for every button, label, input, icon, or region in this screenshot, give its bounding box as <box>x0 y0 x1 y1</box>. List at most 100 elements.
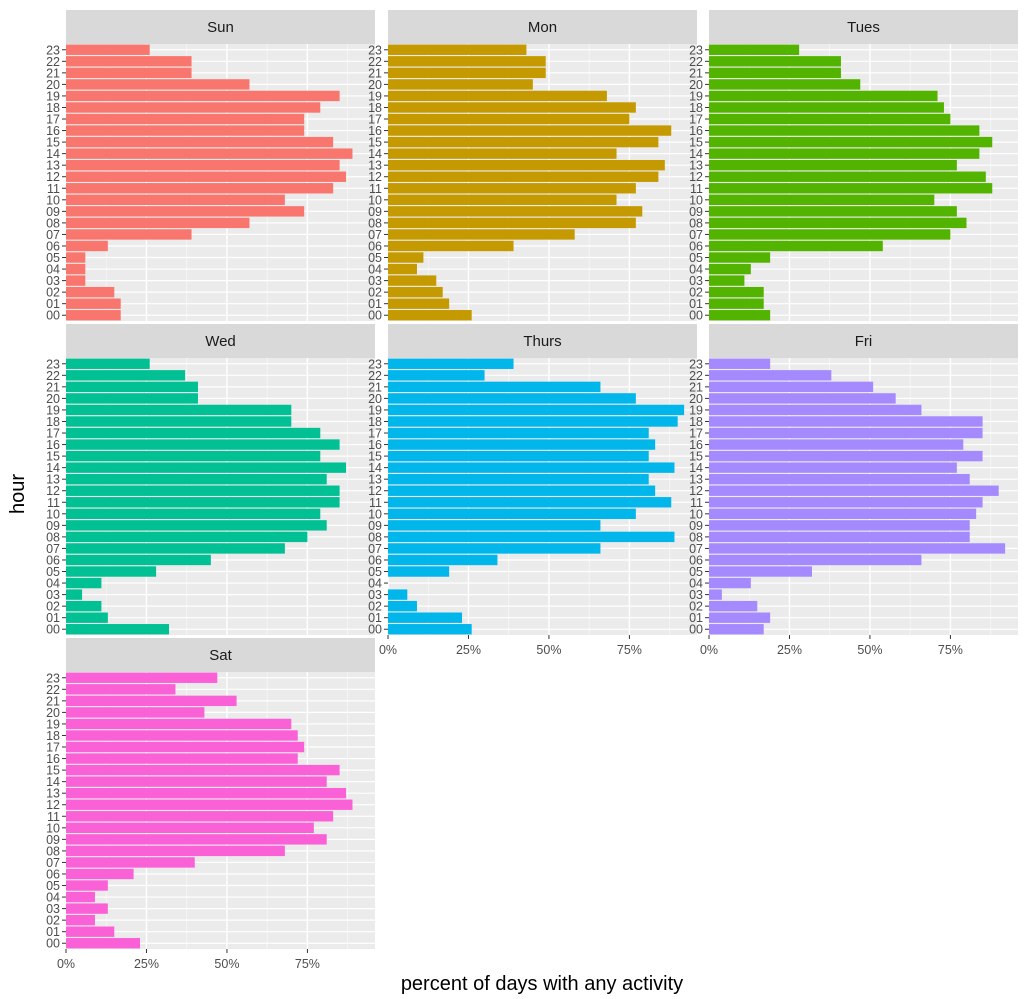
bar <box>66 764 340 776</box>
bar <box>66 450 321 462</box>
bar <box>388 206 643 217</box>
y-tick-label: 16 <box>689 438 703 452</box>
y-tick-label: 12 <box>368 484 382 498</box>
y-tick-label: 18 <box>689 101 703 115</box>
bar <box>709 79 861 90</box>
bar <box>388 554 498 566</box>
facet-wed: Wed0001020304050607080910111213141516171… <box>46 324 375 637</box>
y-tick-label: 22 <box>46 55 60 69</box>
bar <box>66 159 340 171</box>
bar <box>388 462 675 473</box>
bar <box>709 358 771 369</box>
bar <box>388 171 659 182</box>
y-tick-label: 10 <box>689 193 703 207</box>
y-tick-label: 13 <box>46 473 60 487</box>
bar <box>709 450 983 462</box>
y-tick-label: 19 <box>689 403 703 417</box>
facet-strip-label: Thurs <box>523 333 561 350</box>
bar <box>388 358 514 369</box>
bar <box>66 914 95 926</box>
bar <box>388 589 408 600</box>
bar <box>388 79 533 90</box>
y-tick-label: 12 <box>689 484 703 498</box>
y-tick-label: 00 <box>46 937 60 951</box>
bar <box>709 566 812 577</box>
bar <box>66 718 292 730</box>
bar <box>66 358 150 369</box>
y-tick-label: 14 <box>368 147 382 161</box>
y-tick-label: 08 <box>46 844 60 858</box>
y-tick-label: 10 <box>689 507 703 521</box>
bar <box>66 286 115 298</box>
bar <box>66 462 347 473</box>
bar <box>66 822 314 834</box>
bar <box>388 531 675 543</box>
y-tick-label: 03 <box>689 274 703 288</box>
y-tick-label: 18 <box>368 415 382 429</box>
facet-strip-label: Mon <box>528 19 557 36</box>
y-tick-label: 03 <box>46 902 60 916</box>
y-tick-label: 19 <box>368 403 382 417</box>
bar <box>66 857 195 868</box>
y-tick-label: 01 <box>689 297 703 311</box>
bar <box>66 624 169 635</box>
y-tick-label: 16 <box>46 124 60 138</box>
bar <box>66 891 95 903</box>
bar <box>388 113 630 125</box>
bar <box>388 275 437 286</box>
bar <box>388 194 617 206</box>
bar <box>66 926 115 937</box>
y-tick-label: 13 <box>368 473 382 487</box>
y-tick-label: 17 <box>46 113 60 127</box>
facet-thurs: Thurs00010203040506070809101112131415161… <box>368 324 697 657</box>
y-tick-label: 11 <box>47 182 60 196</box>
bar <box>66 845 285 857</box>
y-tick-label: 14 <box>368 461 382 475</box>
y-tick-label: 05 <box>46 251 60 265</box>
bar <box>66 183 334 194</box>
y-tick-label: 02 <box>46 600 60 614</box>
y-tick-label: 11 <box>47 496 60 510</box>
y-tick-label: 21 <box>46 66 60 80</box>
bar <box>66 370 186 381</box>
y-tick-label: 17 <box>689 113 703 127</box>
y-tick-label: 13 <box>689 473 703 487</box>
bar <box>66 102 321 113</box>
y-tick-label: 13 <box>368 159 382 173</box>
y-tick-label: 22 <box>689 369 703 383</box>
facet-strip <box>388 324 697 358</box>
y-tick-label: 14 <box>46 461 60 475</box>
y-tick-label: 07 <box>689 228 703 242</box>
y-tick-label: 12 <box>368 170 382 184</box>
bar <box>709 159 957 171</box>
y-tick-label: 12 <box>46 170 60 184</box>
bar <box>66 868 134 880</box>
y-tick-label: 04 <box>689 263 703 277</box>
bar <box>66 44 150 55</box>
bar <box>66 730 298 741</box>
y-tick-label: 19 <box>689 89 703 103</box>
bar <box>388 90 607 102</box>
bar <box>66 684 176 695</box>
y-tick-label: 04 <box>46 891 60 905</box>
bar <box>66 252 86 263</box>
bar <box>709 56 841 67</box>
y-tick-label: 23 <box>368 43 382 57</box>
y-tick-label: 20 <box>689 392 703 406</box>
y-tick-label: 17 <box>368 427 382 441</box>
y-tick-label: 23 <box>46 357 60 371</box>
bar <box>709 612 771 623</box>
bar <box>388 508 636 520</box>
x-tick-label: 25% <box>456 643 481 657</box>
y-tick-label: 22 <box>46 369 60 383</box>
bar <box>66 577 102 589</box>
bar <box>709 624 764 635</box>
y-tick-label: 17 <box>689 427 703 441</box>
y-tick-label: 08 <box>46 216 60 230</box>
y-tick-label: 09 <box>368 519 382 533</box>
bar <box>66 834 327 845</box>
bar <box>709 381 874 393</box>
y-tick-label: 10 <box>46 193 60 207</box>
facet-sun: Sun0001020304050607080910111213141516171… <box>46 10 375 323</box>
y-tick-label: 20 <box>46 706 60 720</box>
